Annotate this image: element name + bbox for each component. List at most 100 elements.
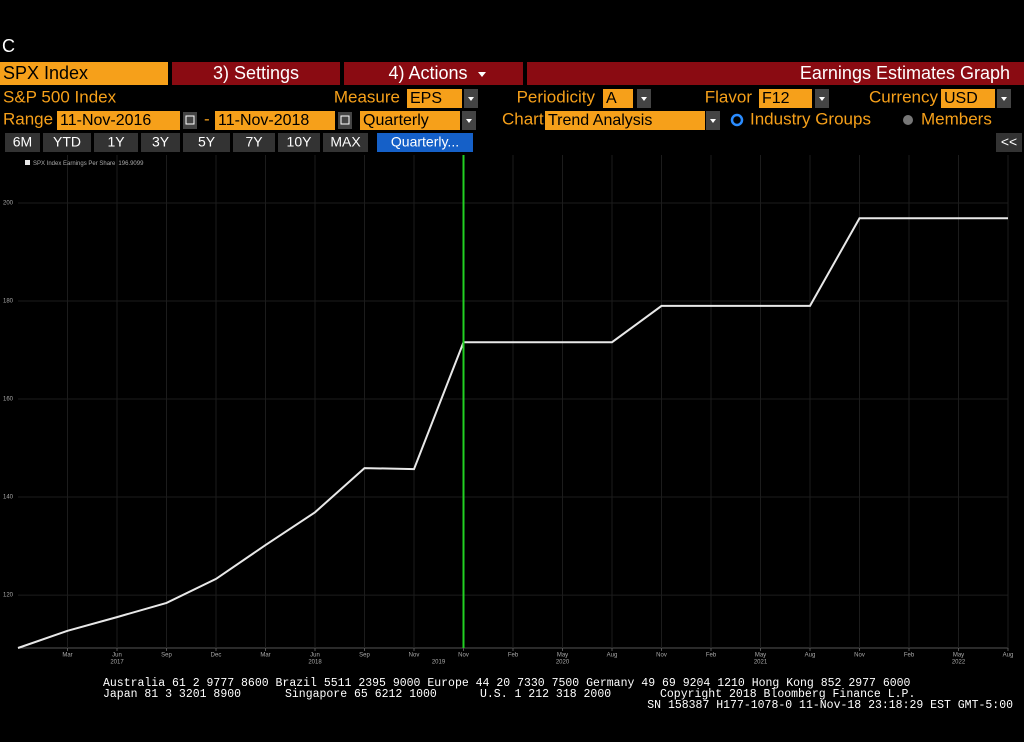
footer-item: Singapore 65 6212 1000	[285, 688, 437, 701]
range-button[interactable]	[5, 133, 40, 152]
x-year-label: 2020	[556, 660, 570, 666]
range-buttons: 6M YTD 1Y 3Y 5Y 7Y 10Y MAX	[5, 133, 368, 152]
x-tick-label: Jun	[310, 653, 320, 659]
range-button[interactable]	[183, 133, 230, 152]
periodicity[interactable]: A	[606, 90, 617, 107]
range-button-label[interactable]: 5Y	[198, 134, 216, 150]
range-button-label[interactable]: 6M	[13, 134, 32, 150]
title-bar	[527, 62, 1024, 85]
input[interactable]	[215, 111, 335, 130]
range-button-label[interactable]: 1Y	[107, 134, 125, 150]
legend-entry: SPX Index Earnings Per Share 196.9099	[33, 161, 144, 167]
x-tick-label: Feb	[508, 653, 519, 659]
x-tick-label: Mar	[260, 653, 270, 659]
x-tick-label: Aug	[607, 653, 618, 659]
arrow	[1001, 97, 1007, 101]
option[interactable]: Members	[921, 109, 992, 128]
line-series	[17, 217, 1008, 649]
legend-name: SPX Index Earnings Per Share	[33, 161, 116, 167]
calendar-icon	[185, 115, 195, 125]
start-date[interactable]: 11-Nov-2016	[60, 112, 151, 129]
footer-item: U.S. 1 212 318 2000	[480, 688, 611, 701]
security-name: S&P 500 Index	[3, 87, 117, 106]
arrow	[710, 119, 716, 123]
corner-letter: C	[2, 36, 15, 56]
x-tick-label: Nov	[458, 653, 469, 659]
chart-kind[interactable]: Trend Analysis	[548, 112, 652, 129]
currency[interactable]: USD	[944, 90, 978, 107]
input[interactable]	[407, 89, 462, 108]
actions-tab[interactable]	[344, 62, 523, 85]
radio[interactable]	[903, 115, 913, 125]
range-button[interactable]	[233, 133, 275, 152]
x-tick-label: Dec	[211, 653, 222, 659]
range-button-label[interactable]: 3Y	[152, 134, 170, 150]
x-year-label: 2019	[432, 660, 446, 666]
input[interactable]	[545, 111, 705, 130]
end-date[interactable]: 11-Nov-2018	[218, 112, 309, 129]
footer-line: SN 158387 H177-1078-0 11-Nov-18 23:18:29…	[647, 699, 1013, 712]
calendar[interactable]	[338, 112, 352, 129]
legend-swatch	[25, 160, 30, 165]
y-tick-label: 140	[3, 495, 14, 501]
function-title: Earnings Estimates Graph	[800, 63, 1010, 83]
active-button[interactable]	[377, 133, 473, 152]
measure[interactable]: EPS	[410, 90, 442, 107]
range-button[interactable]	[323, 133, 368, 152]
input[interactable]	[360, 111, 460, 130]
x-tick-label: Aug	[1003, 653, 1014, 659]
x-year-label: 2021	[754, 660, 768, 666]
range-button[interactable]	[278, 133, 320, 152]
range-button-label[interactable]: MAX	[330, 134, 361, 150]
range-button-label[interactable]: 7Y	[245, 134, 263, 150]
footer-item: Copyright 2018 Bloomberg Finance L.P.	[660, 688, 915, 701]
security-box[interactable]	[0, 62, 168, 85]
arrow	[468, 97, 474, 101]
y-tick-label: 160	[3, 397, 14, 403]
active-button-label[interactable]: Quarterly...	[391, 134, 459, 150]
x-tick-label: Mar	[62, 653, 72, 659]
label: Range	[3, 109, 53, 128]
flavor[interactable]: F12	[762, 90, 790, 107]
frequency[interactable]: Quarterly	[363, 112, 429, 129]
caret	[478, 72, 486, 77]
x-tick-label: Nov	[656, 653, 667, 659]
radio-selected[interactable]	[730, 113, 744, 127]
input[interactable]	[57, 111, 180, 130]
x-tick-label: May	[557, 653, 568, 659]
settings[interactable]: 3) Settings	[213, 63, 299, 83]
y-tick-label: 200	[3, 201, 14, 207]
range-button[interactable]	[43, 133, 91, 152]
range-button[interactable]	[141, 133, 180, 152]
footer-item: Japan 81 3 3201 8900	[103, 688, 241, 701]
y-tick-label: 180	[3, 299, 14, 305]
x-tick-label: May	[953, 653, 964, 659]
arrow	[641, 97, 647, 101]
arrow	[466, 119, 472, 123]
x-tick-label: Sep	[161, 653, 172, 659]
security[interactable]: SPX Index	[3, 63, 88, 83]
x-tick-label: Feb	[904, 653, 915, 659]
calendar-icon	[340, 115, 350, 125]
footer-line: Australia 61 2 9777 8600 Brazil 5511 239…	[103, 677, 911, 690]
x-tick-label: Aug	[805, 653, 816, 659]
actions[interactable]: 4) Actions	[388, 63, 467, 83]
x-tick-label: Nov	[854, 653, 865, 659]
range-button[interactable]	[94, 133, 138, 152]
input[interactable]	[941, 89, 995, 108]
x-tick-label: Nov	[409, 653, 420, 659]
input[interactable]	[603, 89, 633, 108]
label: Chart	[502, 109, 544, 128]
calendar[interactable]	[183, 112, 197, 129]
x-year-label: 2018	[308, 660, 322, 666]
x-year-label: 2022	[952, 660, 966, 666]
option[interactable]: Industry Groups	[750, 109, 871, 128]
input[interactable]	[759, 89, 812, 108]
settings-tab[interactable]	[172, 62, 340, 85]
collapse[interactable]: <<	[1001, 134, 1017, 150]
label: Measure	[334, 87, 400, 106]
range-button-label[interactable]: YTD	[53, 134, 81, 150]
range-button-label[interactable]: 10Y	[287, 134, 313, 150]
collapse-button[interactable]	[996, 133, 1022, 152]
